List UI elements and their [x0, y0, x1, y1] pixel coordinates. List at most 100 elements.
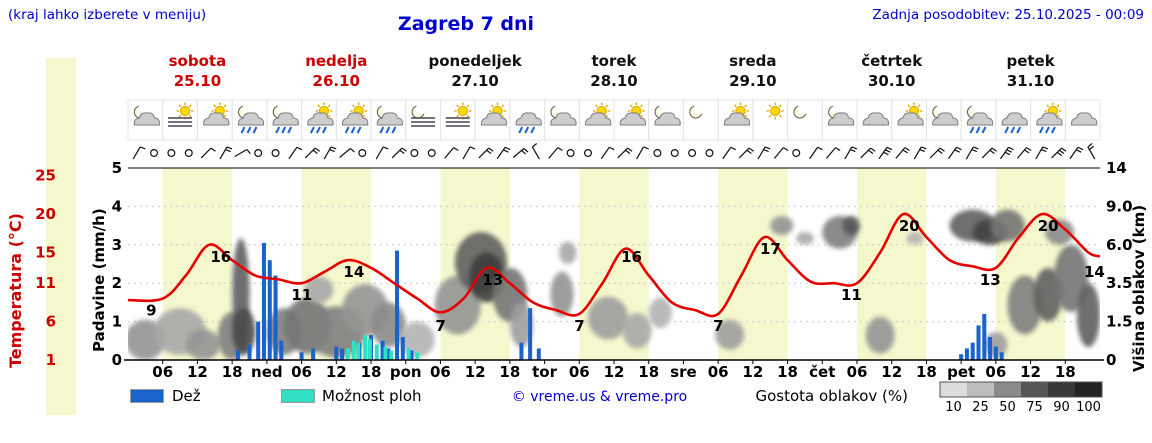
weather-icon-moon-cloud [828, 103, 855, 126]
wind-barb [1051, 147, 1067, 159]
day-name: torek [591, 52, 637, 70]
temp-tick-label: 1 [46, 351, 56, 369]
x-tick-label: 18 [777, 363, 798, 381]
precip-tick-label: 3 [112, 236, 122, 254]
day-date: 25.10 [174, 72, 221, 90]
wind-barb [929, 147, 945, 159]
cloud-scale-segment [994, 382, 1021, 397]
x-tick-label: 18 [222, 363, 243, 381]
temperature-value-label: 9 [146, 302, 156, 320]
weather-icon-moon-cloud [133, 103, 160, 126]
shower-bar [406, 348, 411, 360]
cloud-tick-label: 1.5 [1106, 313, 1133, 331]
x-tick-label: 18 [499, 363, 520, 381]
temperature-value-label: 14 [343, 263, 364, 281]
rain-bar [247, 344, 252, 360]
x-tick-label: 06 [569, 363, 590, 381]
cloud-blob [1007, 275, 1043, 335]
x-tick-label: pet [947, 363, 975, 381]
x-tick-label: 18 [361, 363, 382, 381]
rain-bar [340, 348, 345, 360]
wind-barb [844, 146, 858, 160]
rain-bar [976, 325, 981, 360]
temp-tick-label: 11 [35, 274, 56, 292]
wind-barb [583, 149, 592, 158]
precipitation-axis-label: Padavine (mm/h) [90, 208, 108, 352]
cloud-blob [399, 321, 435, 358]
shower-legend-label: Možnost ploh [322, 387, 422, 405]
weather-icon-moon-cloud-rain [966, 103, 994, 134]
rain-bar [235, 350, 240, 360]
rain-bar [299, 352, 304, 360]
cloud-scale-value: 50 [999, 400, 1016, 415]
wind-barb [670, 149, 679, 158]
rain-bar [982, 313, 987, 360]
wind-barb [339, 148, 355, 158]
day-name: petek [1006, 52, 1055, 70]
weather-icon-sun-cloud [203, 102, 230, 126]
weather-icon-sun [766, 102, 784, 120]
wind-barb [826, 147, 841, 159]
weather-icon-cloud-rain [515, 112, 542, 134]
cloud-blob [509, 302, 533, 348]
rain-bar [256, 321, 261, 360]
weather-icon-sun-cloud-rain [342, 102, 369, 134]
cloud-blob [185, 329, 221, 361]
weather-icon-sun-fog [168, 102, 194, 127]
wind-barb [738, 147, 754, 159]
rain-bar [519, 342, 524, 360]
wind-barb [531, 143, 540, 160]
cloud-scale-segment [967, 382, 994, 397]
day-date: 31.10 [1007, 72, 1054, 90]
cloud-scale-border [939, 381, 1103, 398]
weather-icon-moon-fog [411, 103, 436, 127]
cloud-scale-segment [1075, 382, 1102, 397]
temperature-value-label: 11 [841, 286, 862, 304]
precip-tick-label: 1 [112, 313, 122, 331]
rain-bar [536, 348, 541, 360]
x-tick-label: 06 [708, 363, 729, 381]
rain-bar [988, 336, 993, 360]
wind-barb [167, 149, 176, 158]
cloud-scale-value: 25 [972, 400, 989, 415]
day-name: ponedeljek [429, 52, 523, 70]
rain-bar [279, 340, 284, 360]
weather-icon-sun-cloud [480, 102, 508, 126]
cloud-scale-segment [1048, 382, 1075, 397]
temp-tick-label: 25 [35, 167, 56, 185]
icon-cell [1064, 99, 1101, 141]
x-tick-label: 12 [1020, 363, 1041, 381]
weather-icon-sun-cloud [897, 102, 924, 126]
weather-icon-sun-cloud [723, 102, 751, 126]
weather-icon-sun-cloud-rain [1036, 102, 1063, 134]
cloud-blob [715, 319, 745, 350]
last-update-text: Zadnja posodobitev: 25.10.2025 - 00:09 [872, 7, 1144, 23]
wind-barb [512, 148, 529, 158]
weather-icon-moon-cloud [932, 103, 959, 126]
wind-barb [1035, 146, 1049, 160]
wind-barb [773, 147, 789, 159]
shower-bar [415, 352, 420, 360]
temperature-axis-label: Temperatura (°C) [6, 213, 25, 368]
temperature-value-label: 14 [1084, 263, 1105, 281]
cloud-height-axis-label: Višina oblakov (km) [1130, 204, 1148, 372]
x-tick-label: čet [809, 363, 835, 381]
wind-barb [254, 149, 263, 158]
wind-barb [947, 146, 962, 160]
wind-barb [566, 149, 575, 158]
shower-bar [356, 342, 361, 360]
wind-barb [219, 146, 233, 160]
weather-icon-moon-cloud-rain [272, 103, 299, 134]
x-tick-label: 18 [1055, 363, 1076, 381]
site-credit-link[interactable]: © vreme.us & vreme.pro [511, 389, 688, 405]
weather-icon-cloud [1071, 112, 1098, 126]
wind-barb [410, 149, 419, 158]
temperature-line [128, 212, 1100, 318]
wind-barb [1000, 146, 1014, 160]
cloud-blob [796, 232, 814, 245]
temp-tick-label: 6 [46, 313, 56, 331]
x-tick-label: 12 [326, 363, 347, 381]
temperature-value-label: 11 [291, 286, 312, 304]
cloud-blob [304, 276, 334, 304]
weather-icon-sun-cloud-rain [307, 102, 334, 134]
